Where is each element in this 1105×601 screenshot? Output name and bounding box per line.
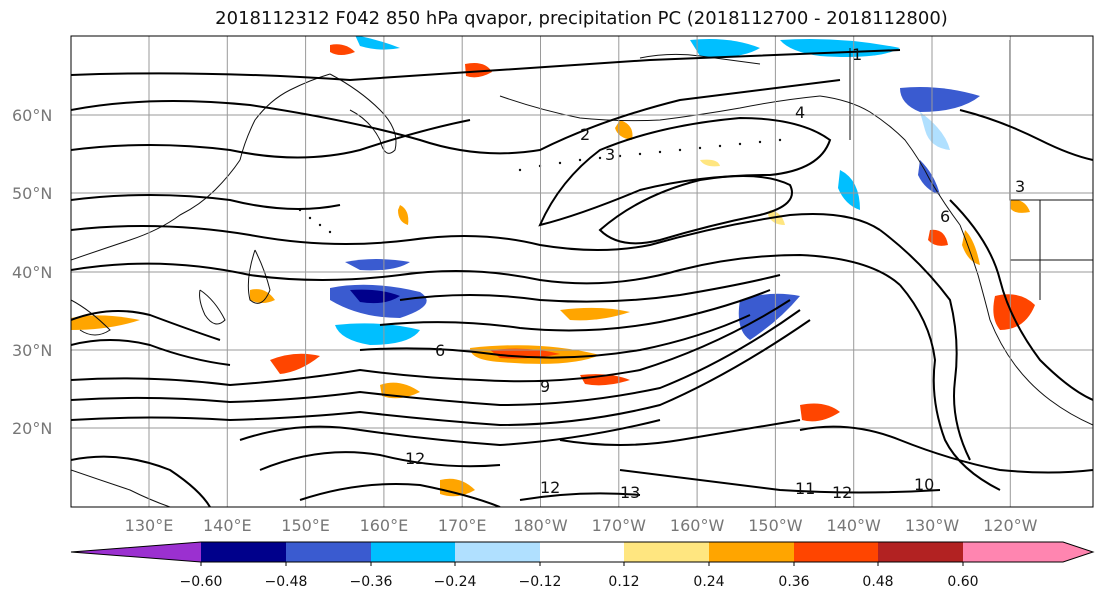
colorbar-tick-label: 0.60: [947, 574, 978, 590]
colorbar-segment: [709, 542, 794, 562]
colorbar-segment: [71, 542, 201, 562]
contour-label: 4: [795, 103, 805, 122]
map-title: 2018112312 F042 850 hPa qvapor, precipit…: [215, 8, 948, 29]
lat-label: 60°N: [12, 106, 52, 125]
contour-label: 12: [405, 449, 425, 468]
lon-label: 170°W: [592, 516, 647, 535]
lat-label: 50°N: [12, 184, 52, 203]
lon-label: 170°E: [438, 516, 487, 535]
contour-label: 12: [832, 483, 852, 502]
colorbar-tick-label: 0.12: [608, 574, 639, 590]
contour-label: 11: [795, 479, 815, 498]
colorbar-tick-label: 0.36: [778, 574, 809, 590]
lon-label: 150°W: [748, 516, 803, 535]
colorbar-segment: [371, 542, 455, 562]
colorbar-segment: [878, 542, 963, 562]
colorbar-segment: [201, 542, 286, 562]
colorbar-segment: [963, 542, 1093, 562]
colorbar-tick-label: −0.24: [434, 574, 477, 590]
contour-label: 2: [580, 125, 590, 144]
colorbar-segment: [624, 542, 709, 562]
contour-label: 10: [914, 475, 934, 494]
contour-label: 3: [605, 145, 615, 164]
colorbar-tick-label: 0.24: [693, 574, 724, 590]
map-frame: [70, 35, 1094, 508]
colorbar-tick-label: −0.36: [350, 574, 393, 590]
colorbar-tick-label: −0.48: [265, 574, 308, 590]
lon-label: 160°E: [360, 516, 409, 535]
lon-label: 140°E: [203, 516, 252, 535]
colorbar-tick-label: −0.12: [519, 574, 562, 590]
longitude-labels: 130°E 140°E 150°E 160°E 170°E 180°W 170°W 160°W…: [125, 516, 1038, 535]
latitude-labels: 20°N 30°N 40°N 50°N 60°N: [12, 106, 52, 438]
lat-label: 30°N: [12, 341, 52, 360]
contour-label: 9: [540, 377, 550, 396]
colorbar: −0.60 −0.48 −0.36 −0.24 −0.12 0.12 0.24 0.36 0.4…: [70, 541, 1095, 590]
lat-label: 20°N: [12, 419, 52, 438]
contour-label: 3: [1015, 177, 1025, 196]
contour-label: 13: [620, 483, 640, 502]
colorbar-segment: [794, 542, 878, 562]
contour-labels: 1 2 3 4 6 9 10 11 12 13 12 12 3 6: [405, 45, 1025, 502]
contour-label: 1: [852, 45, 862, 64]
contour-label: 12: [540, 478, 560, 497]
colorbar-segment: [540, 542, 624, 562]
lon-label: 150°E: [281, 516, 330, 535]
colorbar-segment: [286, 542, 371, 562]
colorbar-tick-label: −0.60: [180, 574, 223, 590]
lon-label: 130°E: [125, 516, 174, 535]
lon-label: 130°W: [905, 516, 960, 535]
lon-label: 120°W: [983, 516, 1038, 535]
lon-label: 140°W: [827, 516, 882, 535]
colorbar-segment: [455, 542, 540, 562]
colorbar-tick-label: 0.48: [862, 574, 893, 590]
contour-label: 6: [940, 207, 950, 226]
qvapor-contours: [71, 49, 1093, 507]
lat-label: 40°N: [12, 263, 52, 282]
lon-label: 160°W: [670, 516, 725, 535]
contour-label: 6: [435, 341, 445, 360]
lon-label: 180°W: [513, 516, 568, 535]
